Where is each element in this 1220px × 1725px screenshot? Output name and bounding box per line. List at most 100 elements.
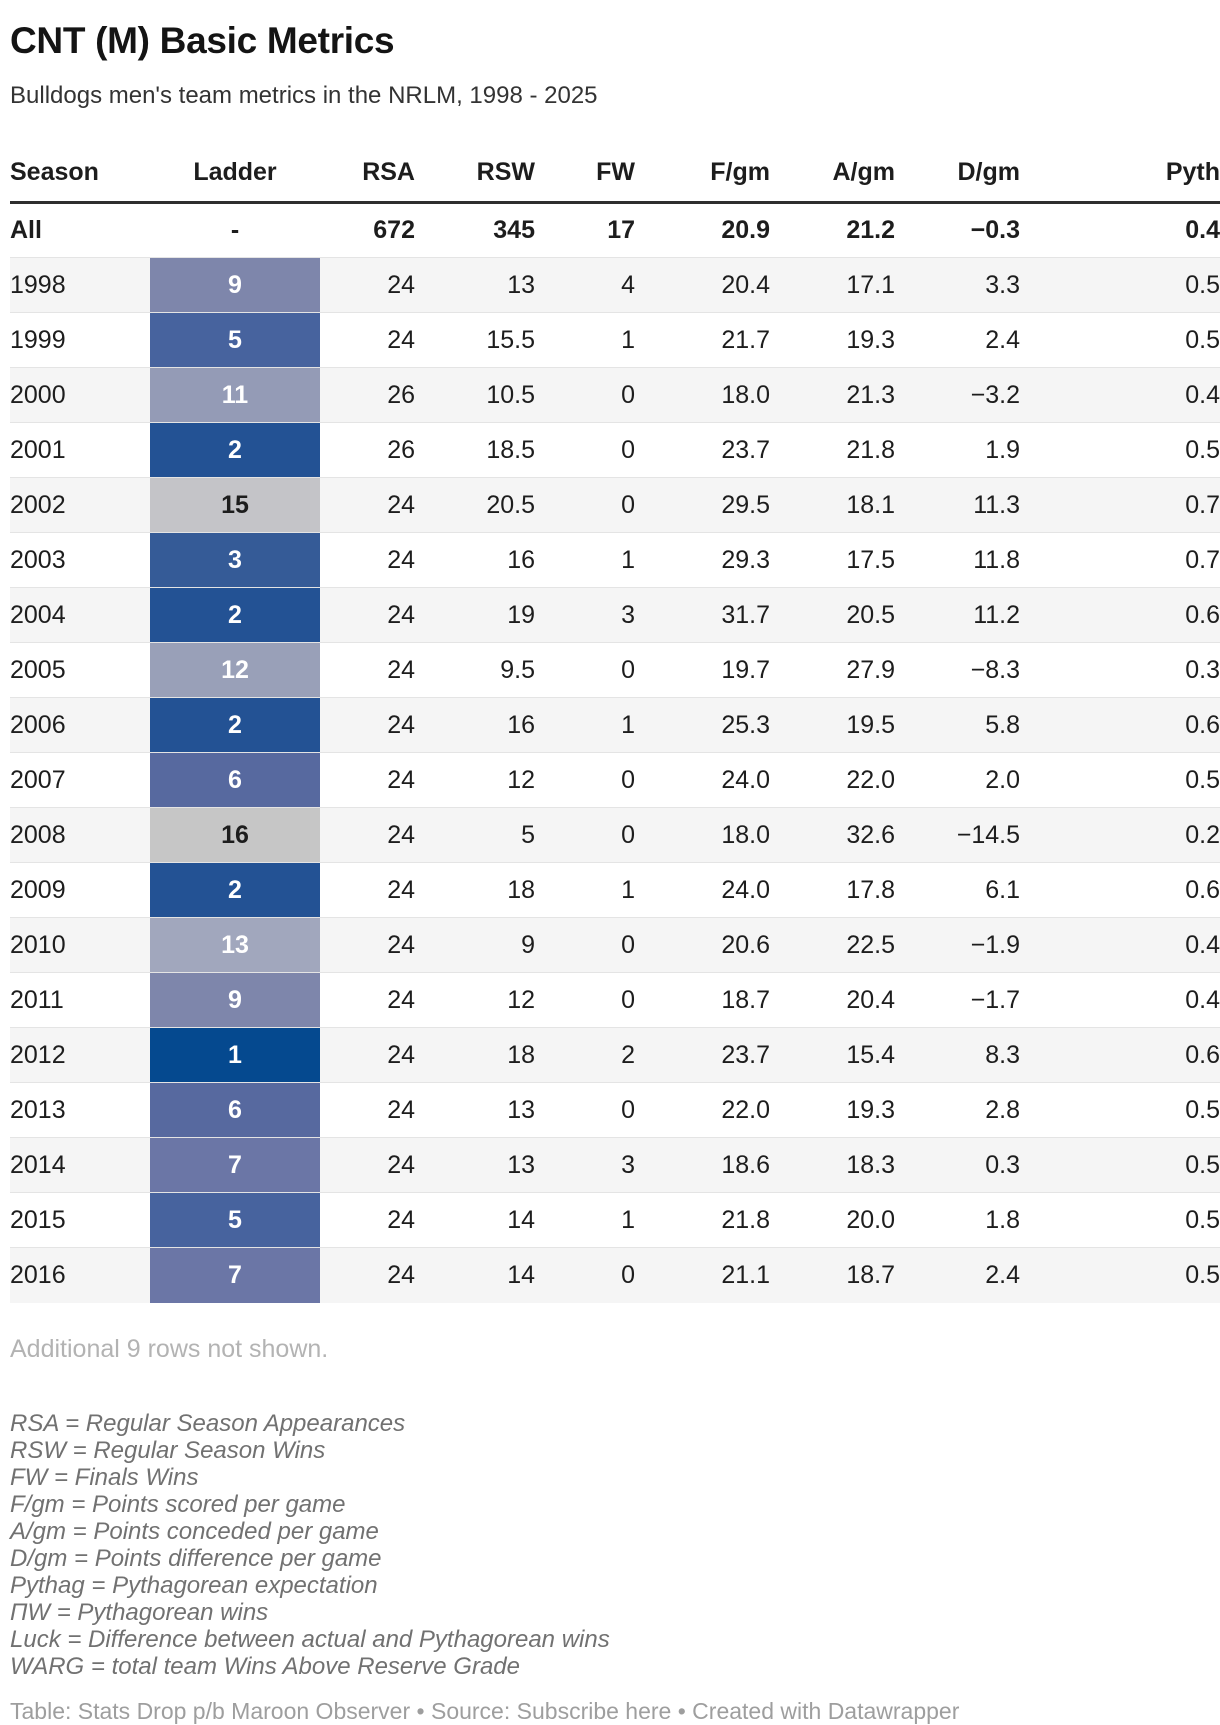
footnote-line-3: FW = Finals Wins xyxy=(10,1463,199,1491)
cell-d-gm: 1.9 xyxy=(985,435,1020,464)
cell-rsw: 15.5 xyxy=(486,325,535,354)
table-row-2005: 2005 12 24 9.5 0 19.7 27.9 −8.3 0.3 xyxy=(10,642,1220,698)
cell-ladder: - xyxy=(230,216,240,244)
cell-pyth: 0.2 xyxy=(1185,820,1220,849)
cell-fw: 0 xyxy=(621,435,635,464)
cell-fw: 1 xyxy=(621,545,635,574)
cell-season: 2014 xyxy=(10,1150,66,1179)
footnote-line-10: WARG = total team Wins Above Reserve Gra… xyxy=(10,1652,520,1680)
cell-a-gm: 22.5 xyxy=(846,930,895,959)
footnote-line-2: RSW = Regular Season Wins xyxy=(10,1436,326,1464)
cell-f-gm: 24.0 xyxy=(721,765,770,794)
column-header-f-gm: F/gm xyxy=(635,148,770,204)
column-header-ladder: Ladder xyxy=(150,148,320,204)
cell-d-gm: 2.4 xyxy=(985,325,1020,354)
cell-a-gm: 18.7 xyxy=(846,1260,895,1289)
cell-ladder: 2 xyxy=(150,862,320,918)
cell-pyth: 0.5 xyxy=(1185,435,1220,464)
cell-d-gm: 6.1 xyxy=(985,875,1020,904)
cell-rsw: 13 xyxy=(507,270,535,299)
table-row-2001: 2001 2 26 18.5 0 23.7 21.8 1.9 0.5 xyxy=(10,422,1220,478)
cell-a-gm: 21.3 xyxy=(846,380,895,409)
cell-pyth: 0.5 xyxy=(1185,1095,1220,1124)
cell-fw: 2 xyxy=(621,1040,635,1069)
cell-rsw: 18 xyxy=(507,875,535,904)
cell-fw: 0 xyxy=(621,930,635,959)
cell-rsa: 24 xyxy=(387,325,415,354)
cell-f-gm: 18.0 xyxy=(721,820,770,849)
cell-fw: 0 xyxy=(621,490,635,519)
cell-rsw: 14 xyxy=(507,1205,535,1234)
cell-f-gm: 18.0 xyxy=(721,380,770,409)
cell-rsw: 13 xyxy=(507,1150,535,1179)
cell-season: 2012 xyxy=(10,1040,66,1069)
cell-ladder: 2 xyxy=(150,587,320,643)
cell-pyth: 0.5 xyxy=(1185,1150,1220,1179)
cell-rsw: 10.5 xyxy=(486,380,535,409)
cell-pyth: 0.5 xyxy=(1185,765,1220,794)
cell-rsa: 24 xyxy=(387,545,415,574)
cell-fw: 0 xyxy=(621,655,635,684)
source-link[interactable]: Subscribe here xyxy=(516,1697,672,1724)
cell-a-gm: 20.4 xyxy=(846,985,895,1014)
cell-d-gm: 2.8 xyxy=(985,1095,1020,1124)
cell-fw: 3 xyxy=(621,1150,635,1179)
table-row-2011: 2011 9 24 12 0 18.7 20.4 −1.7 0.4 xyxy=(10,972,1220,1028)
cell-rsa: 24 xyxy=(387,875,415,904)
cell-ladder: 12 xyxy=(150,642,320,698)
cell-f-gm: 24.0 xyxy=(721,875,770,904)
cell-ladder: 6 xyxy=(150,1082,320,1138)
cell-season: 2010 xyxy=(10,930,66,959)
table-row-2012: 2012 1 24 18 2 23.7 15.4 8.3 0.6 xyxy=(10,1027,1220,1083)
cell-season: 2011 xyxy=(10,985,64,1014)
cell-ladder: 7 xyxy=(150,1247,320,1303)
footnote-line-7: Pythag = Pythagorean expectation xyxy=(10,1571,378,1599)
cell-d-gm: 1.8 xyxy=(985,1205,1020,1234)
cell-ladder: 5 xyxy=(150,1192,320,1248)
cell-ladder: 9 xyxy=(150,972,320,1028)
cell-d-gm: 8.3 xyxy=(985,1040,1020,1069)
cell-rsw: 12 xyxy=(507,985,535,1014)
page-subtitle: Bulldogs men's team metrics in the NRLM,… xyxy=(10,82,598,109)
cell-a-gm: 32.6 xyxy=(846,820,895,849)
table-row-1999: 1999 5 24 15.5 1 21.7 19.3 2.4 0.5 xyxy=(10,312,1220,368)
cell-rsw: 9 xyxy=(521,930,535,959)
cell-f-gm: 18.7 xyxy=(721,985,770,1014)
table-row-2007: 2007 6 24 12 0 24.0 22.0 2.0 0.5 xyxy=(10,752,1220,808)
cell-fw: 17 xyxy=(607,216,635,244)
cell-a-gm: 22.0 xyxy=(846,765,895,794)
summary-row-all: All - 672 345 17 20.9 21.2 −0.3 0.4 xyxy=(10,203,1220,258)
cell-ladder: 13 xyxy=(150,917,320,973)
cell-season: 1999 xyxy=(10,325,66,354)
cell-ladder: 2 xyxy=(150,697,320,753)
cell-a-gm: 18.1 xyxy=(846,490,895,519)
cell-f-gm: 20.9 xyxy=(721,216,770,244)
cell-rsa: 24 xyxy=(387,930,415,959)
cell-d-gm: −3.2 xyxy=(970,380,1020,409)
cell-a-gm: 20.5 xyxy=(846,600,895,629)
table-row-2002: 2002 15 24 20.5 0 29.5 18.1 11.3 0.7 xyxy=(10,477,1220,533)
cell-f-gm: 21.1 xyxy=(721,1260,770,1289)
page-title: CNT (M) Basic Metrics xyxy=(10,20,395,61)
cell-d-gm: 5.8 xyxy=(985,710,1020,739)
column-header-a-gm: A/gm xyxy=(770,148,895,204)
cell-d-gm: 0.3 xyxy=(985,1150,1020,1179)
table-row-2014: 2014 7 24 13 3 18.6 18.3 0.3 0.5 xyxy=(10,1137,1220,1193)
cell-pyth: 0.4 xyxy=(1185,930,1220,959)
cell-pyth: 0.4 xyxy=(1185,216,1220,244)
footnote-line-8: ΠW = Pythagorean wins xyxy=(10,1598,269,1626)
cell-fw: 1 xyxy=(621,875,635,904)
cell-rsa: 24 xyxy=(387,820,415,849)
datawrapper-link[interactable]: Datawrapper xyxy=(827,1697,960,1724)
cell-fw: 1 xyxy=(621,325,635,354)
cell-a-gm: 19.3 xyxy=(846,325,895,354)
footnote-line-1: RSA = Regular Season Appearances xyxy=(10,1409,406,1437)
table-row-2016: 2016 7 24 14 0 21.1 18.7 2.4 0.5 xyxy=(10,1247,1220,1303)
cell-fw: 1 xyxy=(621,710,635,739)
cell-season: 2000 xyxy=(10,380,66,409)
footnote-line-9: Luck = Difference between actual and Pyt… xyxy=(10,1625,610,1653)
cell-rsw: 12 xyxy=(507,765,535,794)
cell-season: 2008 xyxy=(10,820,66,849)
cell-d-gm: 11.8 xyxy=(973,545,1020,574)
